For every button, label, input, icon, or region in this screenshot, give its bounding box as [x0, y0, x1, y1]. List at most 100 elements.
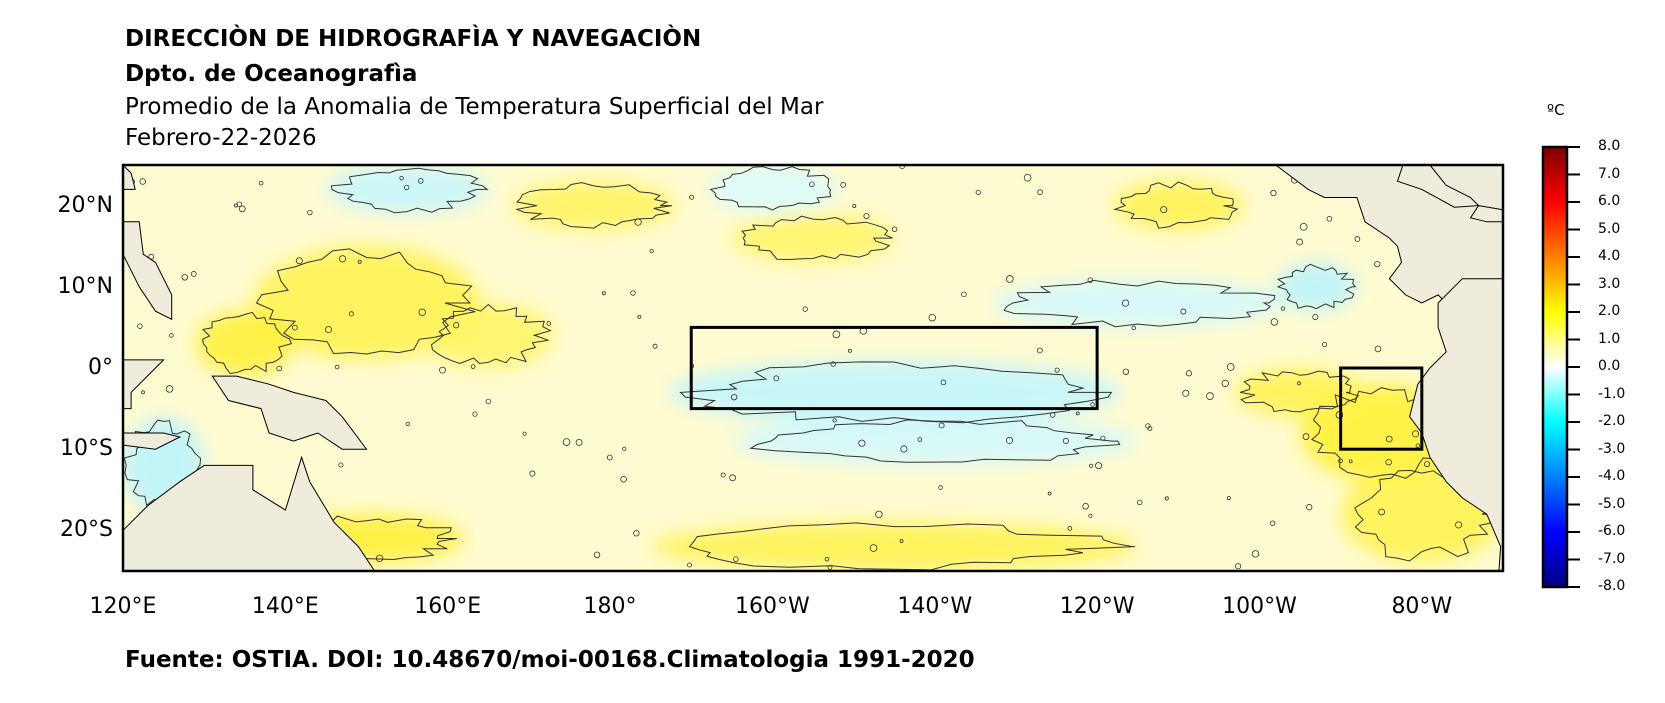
contour-line [201, 311, 292, 375]
contour-speck [1280, 306, 1286, 311]
lat-tick-label: 10°S [60, 436, 113, 462]
anomaly-patch [253, 246, 480, 360]
contour-speck [1221, 379, 1229, 388]
contour-speck [1270, 318, 1279, 326]
contour-speck [522, 431, 527, 436]
contour-speck [1075, 411, 1080, 416]
contour-speck [334, 364, 340, 370]
contour-speck [291, 324, 298, 331]
contour-speck [1067, 526, 1073, 531]
lat-tick-label: 0° [88, 355, 113, 380]
contour-speck [1137, 499, 1143, 506]
contour-speck [1088, 513, 1093, 518]
contour-speck [840, 182, 847, 188]
contour-speck [1037, 189, 1043, 195]
anomaly-patch [707, 165, 838, 214]
colorbar-tick-label: 4.0 [1598, 248, 1621, 264]
anomaly-patch [326, 165, 489, 214]
contour-speck [852, 203, 857, 208]
colorbar-tick-label: 1.0 [1598, 330, 1621, 347]
contour-speck [1374, 345, 1382, 353]
contour-speck [1302, 433, 1310, 440]
contour-speck [1095, 462, 1103, 470]
colorbar-tick-label: -2.0 [1598, 413, 1626, 429]
anomaly-patch [732, 416, 1138, 466]
contour-speck [1326, 215, 1333, 222]
contour-speck [190, 271, 197, 277]
contour-speck [1089, 463, 1094, 468]
landmass [123, 165, 136, 190]
contour-speck [731, 393, 738, 401]
colorbar-tick-label: 7.0 [1598, 165, 1621, 182]
contour-speck [405, 421, 410, 426]
contour-speck [1185, 370, 1192, 377]
contour-speck [634, 218, 642, 226]
contour-line [515, 182, 672, 229]
contour-speck [1226, 363, 1235, 371]
contour-speck [891, 226, 898, 233]
contour-speck [307, 209, 313, 216]
contour-speck [1306, 504, 1313, 511]
contour-speck [773, 375, 780, 382]
colorbar-tick-label: 8.0 [1598, 138, 1621, 154]
contour-speck [439, 366, 446, 374]
map-title: Promedio de la Anomalia de Temperatura S… [125, 94, 824, 120]
contour-speck [633, 530, 640, 537]
contour-speck [418, 308, 426, 316]
contour-speck [1164, 496, 1169, 501]
contour-speck [622, 446, 627, 451]
contour-speck [324, 326, 332, 334]
contour-speck [733, 556, 739, 562]
contour-speck [295, 257, 303, 265]
contour-speck [832, 418, 837, 423]
contour-speck [601, 291, 606, 296]
contour-speck [1036, 347, 1043, 354]
landmass [123, 359, 165, 410]
contour-speck [258, 180, 264, 186]
contour-speck [453, 322, 460, 329]
contour-speck [1090, 402, 1095, 407]
contour-speck [620, 476, 627, 483]
contour-speck [637, 314, 642, 319]
contour-speck [348, 311, 354, 317]
colorbar-tick-label: -5.0 [1598, 495, 1626, 512]
contour-speck [137, 323, 143, 329]
anomaly-patch [1275, 262, 1357, 312]
landmass [1409, 278, 1503, 571]
contour-speck [899, 539, 904, 544]
contour-speck [687, 562, 692, 568]
landmass [123, 455, 376, 571]
anomaly-patch [651, 522, 1138, 571]
contour-line [330, 167, 489, 214]
contour-speck [863, 213, 870, 220]
contour-speck [399, 175, 404, 181]
contour-speck [165, 385, 174, 393]
contour-speck [630, 290, 636, 296]
contour-speck [1297, 381, 1301, 386]
lon-tick-label: 80°W [1391, 594, 1453, 619]
contour-speck [1122, 368, 1130, 375]
contour-speck [961, 291, 967, 298]
contour-speck [1087, 277, 1094, 283]
contour-speck [1145, 423, 1151, 429]
contour-speck [375, 554, 384, 563]
contour-speck [824, 556, 830, 562]
contour-speck [649, 248, 654, 254]
colorbar-tick-label: 3.0 [1598, 275, 1621, 292]
contour-speck [1131, 325, 1137, 331]
colorbar-tick-label: 2.0 [1598, 303, 1621, 319]
contour-speck [562, 438, 571, 446]
anomaly-patch [196, 311, 294, 377]
contour-speck [181, 274, 188, 281]
contour-speck [141, 390, 145, 395]
contour-speck [689, 194, 695, 200]
contour-speck [720, 472, 726, 478]
contour-speck [417, 178, 424, 184]
contour-speck [1226, 496, 1231, 501]
contour-speck [917, 437, 923, 442]
contour-speck [357, 259, 362, 264]
contour-speck [1182, 389, 1190, 397]
lat-tick-label: 20°N [57, 192, 113, 218]
colorbar [1541, 145, 1569, 589]
